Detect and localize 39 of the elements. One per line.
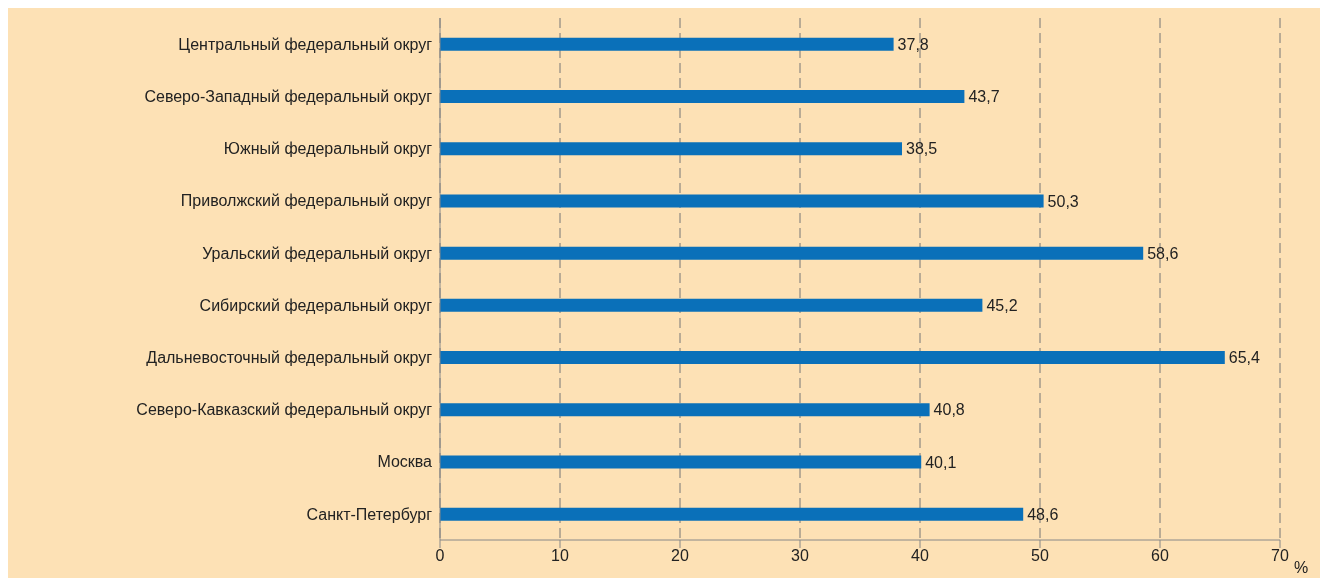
bar xyxy=(440,194,1044,208)
y-tick-label: Северо-Кавказский федеральный округ xyxy=(136,401,433,419)
y-tick-label: Сибирский федеральный округ xyxy=(199,296,433,314)
y-tick-label: Центральный федеральный округ xyxy=(178,35,433,53)
bar xyxy=(440,507,1024,521)
x-tick-label: 10 xyxy=(551,547,569,565)
x-tick-label: 50 xyxy=(1031,547,1049,565)
data-label: 43,7 xyxy=(968,88,1000,106)
data-label: 40,8 xyxy=(933,401,965,419)
x-tick-label: 20 xyxy=(671,547,689,565)
bar xyxy=(440,142,902,156)
x-tick-label: 40 xyxy=(911,547,929,565)
bar xyxy=(440,246,1144,260)
y-tick-label: Москва xyxy=(377,453,433,471)
bar xyxy=(440,455,922,469)
data-label: 45,2 xyxy=(986,297,1018,315)
data-label: 58,6 xyxy=(1147,244,1179,262)
x-tick-label: 70 xyxy=(1271,547,1289,565)
data-label: 40,1 xyxy=(925,453,957,471)
y-tick-label: Уральский федеральный округ xyxy=(202,244,433,262)
data-label: 48,6 xyxy=(1027,505,1059,523)
x-tick-label: 30 xyxy=(791,547,809,565)
bar xyxy=(440,351,1225,365)
x-tick-label: 60 xyxy=(1151,547,1169,565)
bar xyxy=(440,298,983,312)
bar xyxy=(440,90,965,104)
data-label: 38,5 xyxy=(906,140,938,158)
y-tick-label: Дальневосточный федеральный округ xyxy=(146,348,433,366)
x-tick-label: 0 xyxy=(435,547,445,565)
bar xyxy=(440,37,894,51)
y-tick-label: Южный федеральный округ xyxy=(223,140,433,158)
y-tick-label: Санкт-Петербург xyxy=(306,505,433,523)
y-tick-label: Северо-Западный федеральный округ xyxy=(144,87,433,105)
data-label: 50,3 xyxy=(1047,192,1079,210)
x-axis-title: % xyxy=(1294,558,1309,576)
data-label: 65,4 xyxy=(1228,349,1261,367)
y-tick-label: Приволжский федеральный округ xyxy=(180,192,433,210)
bar xyxy=(440,403,930,417)
data-label: 37,8 xyxy=(897,36,929,54)
